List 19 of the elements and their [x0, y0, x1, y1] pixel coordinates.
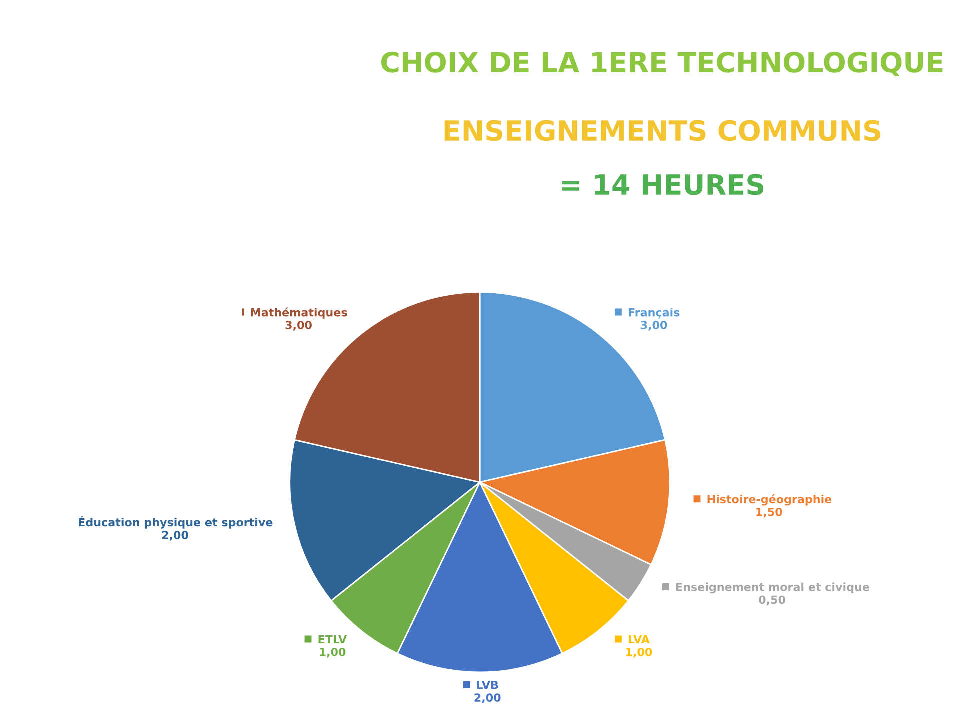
legend-label: LVB: [477, 681, 498, 690]
legend-label: Histoire-géographie: [708, 494, 832, 506]
legend-label: LVA: [628, 635, 650, 644]
legend-label: Mathématiques: [251, 308, 348, 319]
data-label: 1,00: [320, 648, 346, 658]
slice-label: Éducation physique et sportive: [79, 516, 273, 529]
data-label: 3,00: [641, 321, 668, 331]
data-label: 0,50: [759, 596, 786, 606]
data-label: 3,00: [286, 321, 312, 331]
legend-label: ETLV: [318, 635, 348, 644]
chart-title: CHOIX DE LA 1ERE TECHNOLOGIQUE: [381, 52, 943, 77]
chart-subtitle: ENSEIGNEMENTS COMMUNS: [444, 120, 880, 142]
text: = 14 HEURES: [562, 174, 764, 196]
data-label: 1,00: [626, 648, 652, 658]
data-label: 1,50: [756, 508, 782, 518]
legend-label: Enseignement moral et civique: [676, 582, 870, 594]
data-label: 2,00: [162, 531, 188, 541]
legend-label: Français: [628, 308, 680, 319]
data-label: 2,00: [474, 694, 501, 704]
